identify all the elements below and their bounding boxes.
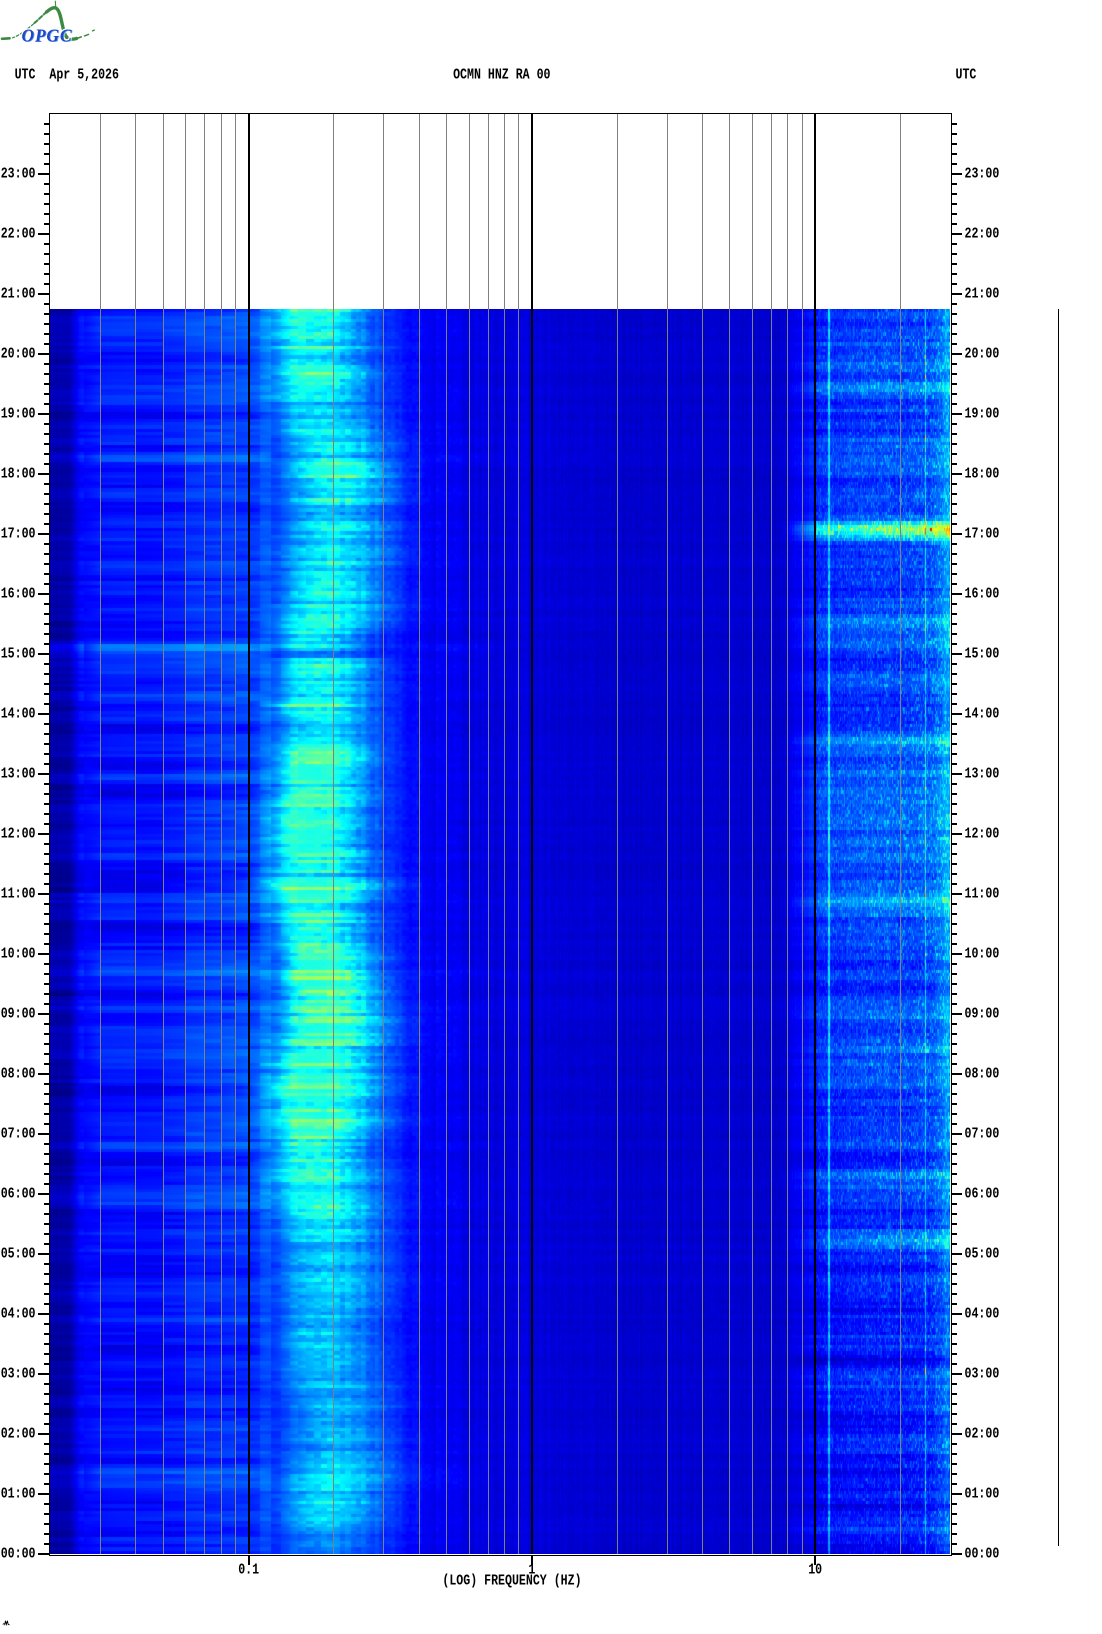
svg-text:OPGC: OPGC — [22, 25, 73, 45]
svg-text:OPGC: OPGC — [22, 25, 73, 45]
svg-text:OPGC: OPGC — [22, 26, 73, 46]
